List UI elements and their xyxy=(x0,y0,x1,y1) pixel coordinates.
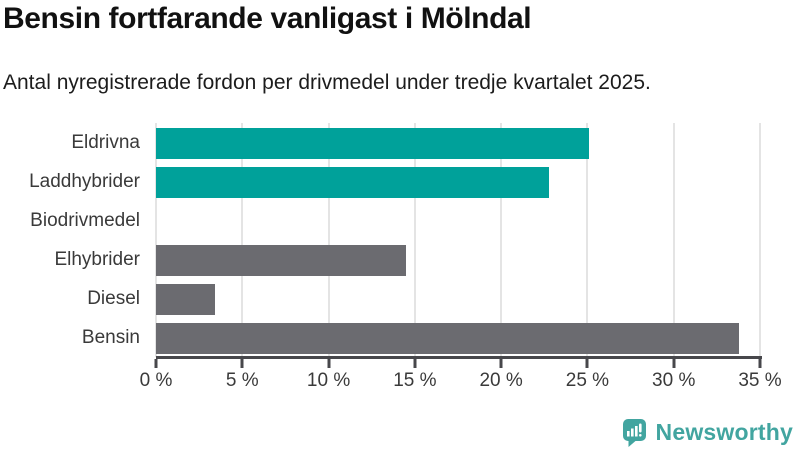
x-tick-label-15: 15 % xyxy=(393,370,437,391)
bar-bensin xyxy=(156,323,740,354)
x-axis-line xyxy=(156,356,762,359)
x-tick-10 xyxy=(327,359,331,368)
x-tick-30 xyxy=(672,359,676,368)
category-label-diesel: Diesel xyxy=(87,288,140,309)
category-labels: Eldrivna Laddhybrider Biodrivmedel Elhybrid… xyxy=(0,123,140,357)
brand-name: Newsworthy xyxy=(655,419,793,445)
x-tick-label-35: 35 % xyxy=(738,370,782,391)
gridline-15 xyxy=(413,123,416,357)
category-label-biodrivmedel: Biodrivmedel xyxy=(30,210,140,231)
category-label-eldrivna: Eldrivna xyxy=(71,132,140,153)
bar-laddhybrider xyxy=(156,167,550,198)
x-tick-label-30: 30 % xyxy=(652,370,696,391)
x-tick-label-20: 20 % xyxy=(479,370,523,391)
newsworthy-logo-icon xyxy=(622,419,646,447)
plot-area xyxy=(155,123,761,357)
x-tick-label-0: 0 % xyxy=(139,370,173,391)
category-label-bensin: Bensin xyxy=(81,327,140,348)
x-tick-5 xyxy=(240,359,244,368)
gridline-35 xyxy=(759,123,761,357)
x-tick-label-5: 5 % xyxy=(225,370,259,391)
category-label-elhybrider: Elhybrider xyxy=(54,249,140,270)
gridline-0 xyxy=(155,123,157,357)
chart-title: Bensin fortfarande vanligast i Mölndal xyxy=(3,2,532,35)
x-tick-35 xyxy=(758,359,762,368)
category-label-laddhybrider: Laddhybrider xyxy=(29,171,140,192)
bar-elhybrider xyxy=(156,245,407,276)
x-tick-label-25: 25 % xyxy=(565,370,610,391)
x-tick-20 xyxy=(499,359,503,368)
bar-eldrivna xyxy=(156,128,590,159)
x-tick-25 xyxy=(585,359,589,368)
x-tick-15 xyxy=(413,359,417,368)
gridline-20 xyxy=(500,123,503,357)
x-tick-label-10: 10 % xyxy=(306,370,351,391)
gridline-30 xyxy=(672,123,675,357)
footer: Newsworthy xyxy=(622,418,793,447)
bar-diesel xyxy=(156,284,215,315)
gridline-10 xyxy=(327,123,330,357)
chart-subtitle: Antal nyregistrerade fordon per drivmede… xyxy=(3,71,651,94)
x-axis: 0 % 5 % 10 % 15 % 20 % 25 % 30 % 35 % xyxy=(140,356,782,396)
gridline-25 xyxy=(586,123,589,357)
x-tick-0 xyxy=(154,359,158,368)
gridline-5 xyxy=(241,123,244,357)
